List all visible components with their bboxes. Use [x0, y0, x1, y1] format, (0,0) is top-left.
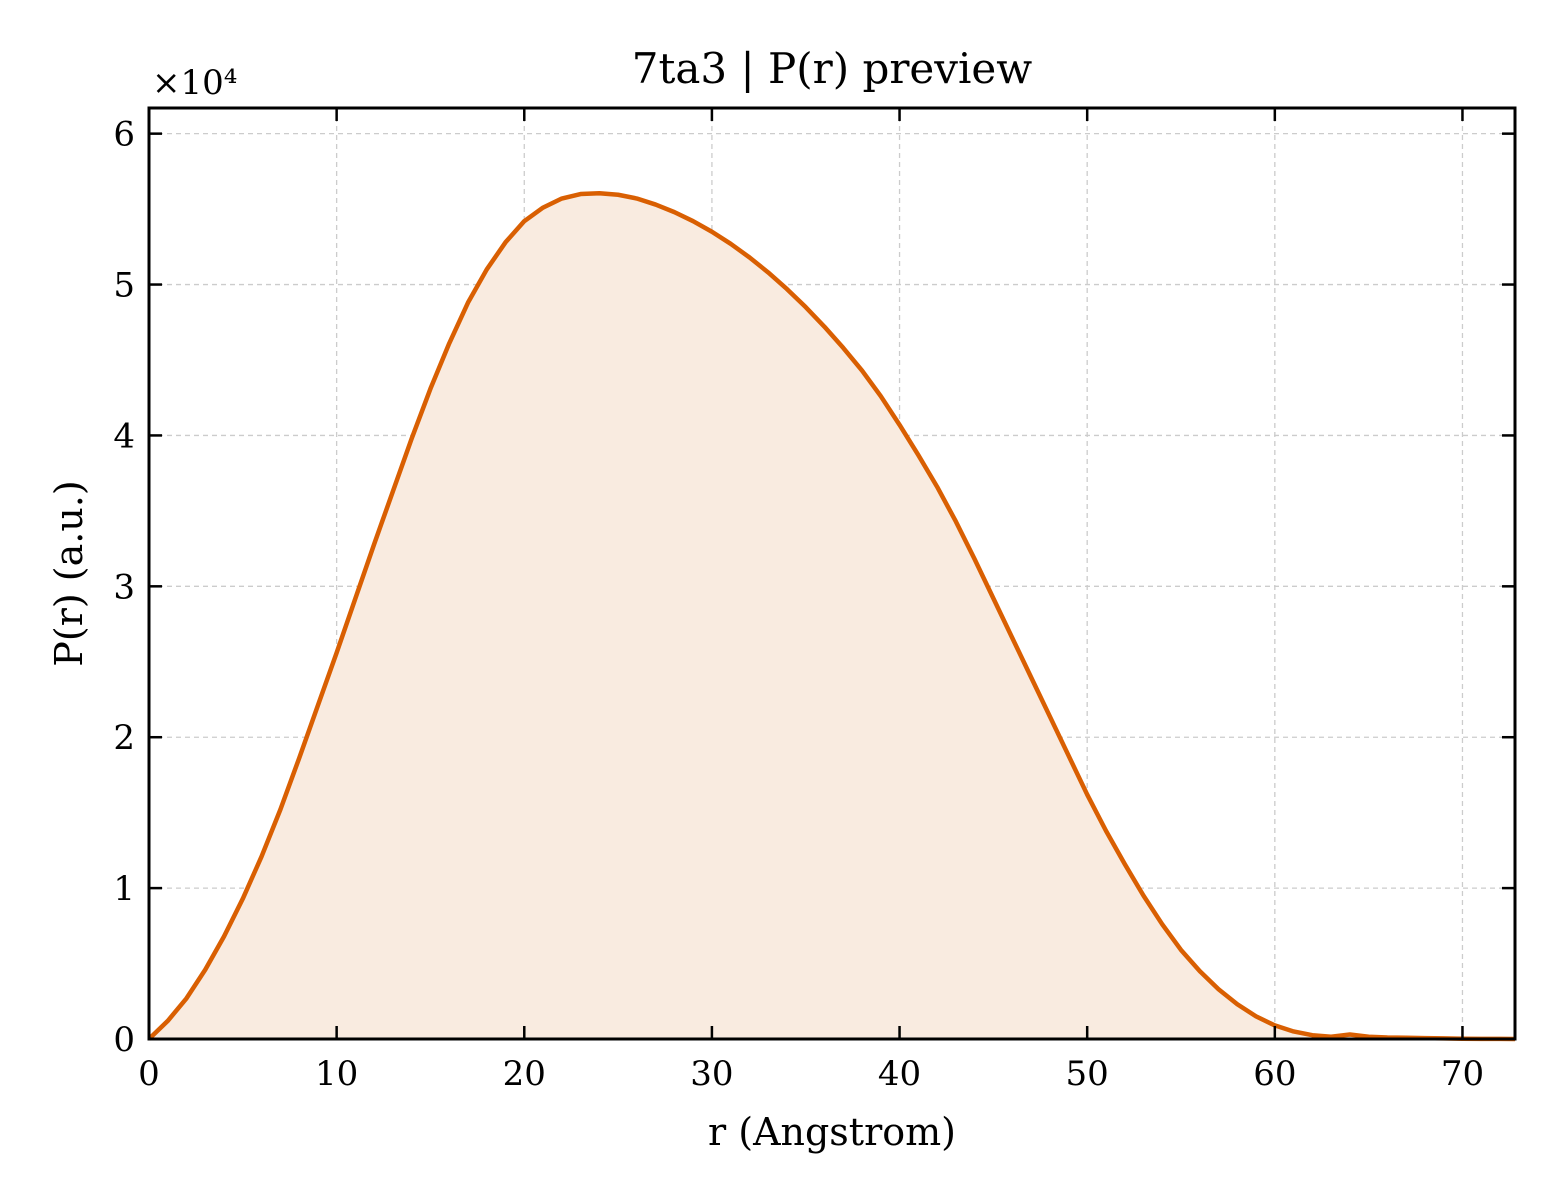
y-tick-label: 6	[113, 115, 135, 155]
axis-ticks: 0 10 20 30 40 50 60 70 0 1 2 3 4 5 6	[113, 108, 1515, 1094]
pr-curve-line	[147, 191, 1516, 1042]
pr-area-fill	[149, 193, 1515, 1039]
x-axis-label: r (Angstrom)	[708, 1110, 956, 1154]
x-tick-label: 40	[878, 1054, 921, 1094]
y-axis-multiplier: ×10⁴	[152, 63, 237, 103]
y-tick-label: 1	[113, 869, 135, 909]
x-tick-label: 30	[690, 1054, 733, 1094]
x-tick-label: 70	[1441, 1054, 1484, 1094]
y-tick-label: 0	[113, 1020, 135, 1060]
x-tick-label: 60	[1253, 1054, 1296, 1094]
y-axis-label: P(r) (a.u.)	[47, 480, 91, 666]
chart-title: 7ta3 | P(r) preview	[632, 44, 1033, 93]
x-tick-label: 0	[138, 1054, 160, 1094]
y-tick-label: 5	[113, 266, 135, 306]
plot-frame	[147, 106, 1517, 1041]
y-tick-label: 4	[113, 416, 135, 456]
x-tick-label: 50	[1066, 1054, 1109, 1094]
y-tick-label: 2	[113, 718, 135, 758]
y-tick-label: 3	[113, 567, 135, 607]
x-tick-label: 20	[503, 1054, 546, 1094]
x-tick-label: 10	[315, 1054, 358, 1094]
